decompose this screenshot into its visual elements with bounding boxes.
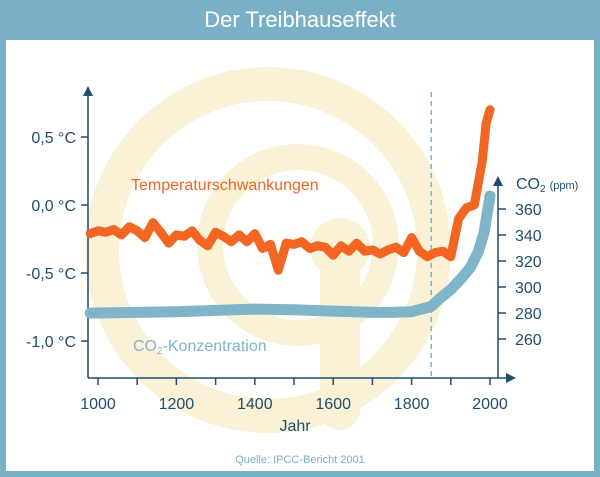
x-tick-label: 1600 <box>315 396 351 413</box>
series-label-temperature: Temperaturschwankungen <box>131 177 319 194</box>
x-tick-label: 1400 <box>237 396 273 413</box>
y-left-tick-label: -0,5 °C <box>26 266 76 283</box>
chart-panel: 0,5 °C 0,0 °C -0,5 °C -1,0 °C 360 340 320 300 28… <box>6 40 594 471</box>
chart-title: Der Treibhauseffekt <box>204 7 396 32</box>
x-tick-label: 2000 <box>472 396 508 413</box>
source-note: Quelle: IPCC-Bericht 2001 <box>235 454 365 466</box>
x-tick-label: 1800 <box>394 396 430 413</box>
y-left-tick-label: 0,5 °C <box>31 130 76 147</box>
x-axis-arrow <box>506 373 516 383</box>
x-tick-label: 1200 <box>159 396 195 413</box>
y-right-axis-label: CO2 (ppm) <box>516 176 578 195</box>
y-right-tick-label: 340 <box>515 228 542 245</box>
x-axis-label: Jahr <box>279 418 311 435</box>
y-right-tick-label: 360 <box>515 202 542 219</box>
series-line-temperature <box>85 105 495 275</box>
y-left-tick-label: -1,0 °C <box>26 334 76 351</box>
y-right-tick-label: 300 <box>515 280 542 297</box>
x-tick-label: 1000 <box>80 396 116 413</box>
y-right-tick-label: 320 <box>515 254 542 271</box>
y-left-tick-label: 0,0 °C <box>31 198 76 215</box>
y-axis-right-arrow <box>493 176 503 186</box>
series-line-co2 <box>84 190 496 319</box>
chart-plot: 0,5 °C 0,0 °C -0,5 °C -1,0 °C 360 340 320 300 28… <box>26 67 578 435</box>
y-axis-left-arrow <box>83 86 93 96</box>
series-label-co2: CO2-Konzentration <box>133 338 267 357</box>
y-right-tick-label: 260 <box>515 332 542 349</box>
y-right-tick-label: 280 <box>515 306 542 323</box>
